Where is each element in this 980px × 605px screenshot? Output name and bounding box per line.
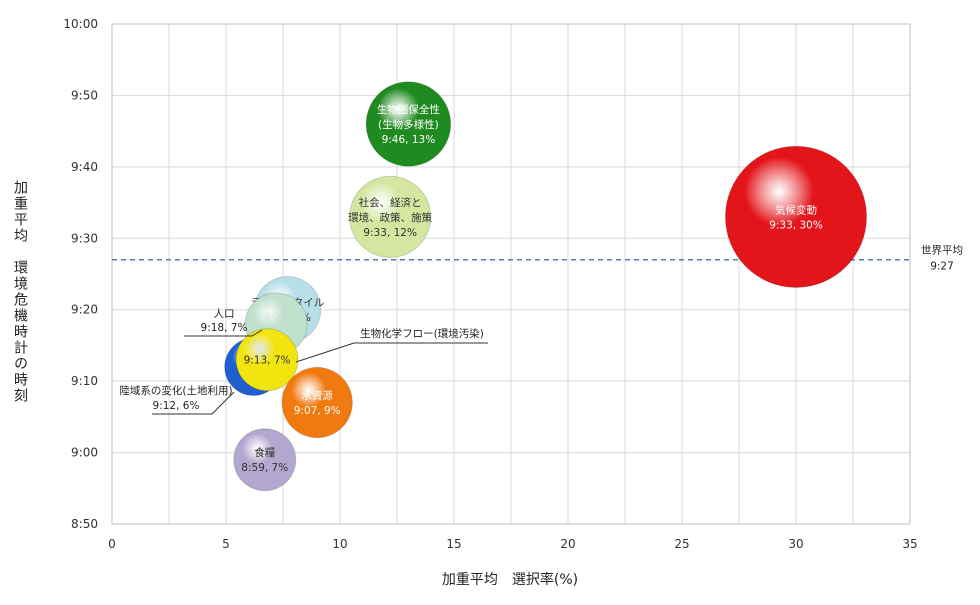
x-tick-label: 15 [446,537,461,551]
axes: 0 5 10 15 20 25 30 35 8:50 9:00 9:10 9:20 9:30 9:40 9:… [63,17,917,551]
bubble [724,145,868,288]
callout-leader [295,342,488,363]
x-tick-label: 5 [222,537,230,551]
y-tick-label: 10:00 [63,17,98,31]
callout-label: 生物化学フロー(環境汚染) [360,327,484,340]
y-tick-label: 9:10 [71,374,98,388]
x-tick-label: 25 [674,537,689,551]
callout-leader [152,391,235,415]
callout-leader [184,329,263,337]
bubble-label: 9:33, 30% [769,219,823,231]
callout-label: 9:12, 6% [153,400,200,412]
bubble-label: (生物多様性) [378,118,439,131]
x-axis-title: 加重平均 選択率(%) [442,571,578,588]
world-average-label: 世界平均 [921,245,963,257]
y-tick-label: 9:40 [71,160,98,174]
plot-frame [111,23,911,525]
bubble-label: 9:33, 12% [363,227,417,239]
y-tick-label: 9:30 [71,231,98,245]
bubble-label: 9:13, 7% [244,355,291,367]
y-tick-label: 9:00 [71,446,98,460]
bubble-label: 水資源 [301,389,333,402]
bubble [233,428,297,492]
reference-line-group: 世界平均 9:27 [112,245,963,273]
x-tick-label: 10 [332,537,347,551]
callout-label: 人口 [214,308,235,320]
y-tick-label: 9:50 [71,88,98,102]
callouts: 人口 9:18, 7% 陸域系の変化(土地利用) 9:12, 6% 生物化学フロー(環境… [119,308,488,415]
x-tick-label: 0 [108,537,116,551]
bubble-label: 社会、経済と [359,196,422,209]
x-tick-label: 20 [560,537,575,551]
bubble-label: 9:46, 13% [382,134,436,146]
bubble-label: 環境、政策、施策 [348,211,432,224]
bubble-label: 9:07, 9% [294,405,341,417]
x-tick-label: 35 [902,537,917,551]
y-axis-title: 加重平均 環境危機時計の時刻 [12,180,28,404]
bubbles: 気候変動 9:33, 30% 生物圏保全性 (生物多様性) 9:46, 13% 社会、経済… [224,81,868,492]
world-average-value: 9:27 [930,261,954,273]
y-tick-label: 8:50 [71,517,98,531]
bubble-label: 食糧 [254,446,275,459]
callout-label: 9:18, 7% [201,322,248,334]
bubble [235,328,299,392]
bubble-label: 生物圏保全性 [377,103,440,116]
bubble-label: 気候変動 [775,203,817,216]
bubble [365,81,452,167]
bubble-label: 8:59, 7% [241,462,288,474]
bubble [281,366,353,439]
y-tick-label: 9:20 [71,303,98,317]
x-tick-label: 30 [788,537,803,551]
callout-label: 陸域系の変化(土地利用) [119,384,232,397]
bubble [349,175,432,258]
